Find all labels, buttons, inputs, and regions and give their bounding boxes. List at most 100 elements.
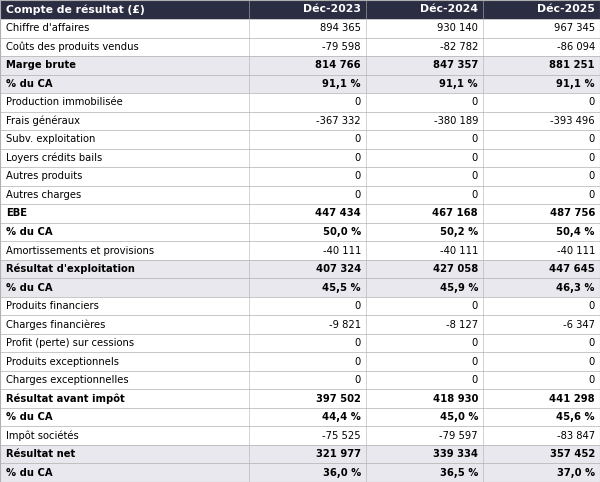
Text: 50,4 %: 50,4 %	[557, 227, 595, 237]
Bar	[249, 334, 366, 352]
Text: -86 094: -86 094	[557, 42, 595, 52]
Bar	[366, 19, 483, 38]
Text: 0: 0	[472, 134, 478, 145]
Text: 441 298: 441 298	[550, 394, 595, 403]
Text: -79 597: -79 597	[439, 431, 478, 441]
Text: 881 251: 881 251	[550, 60, 595, 70]
Text: 0: 0	[355, 134, 361, 145]
Bar	[0, 130, 249, 148]
Bar	[0, 241, 249, 260]
Text: 91,1 %: 91,1 %	[322, 79, 361, 89]
Bar	[249, 408, 366, 427]
Bar	[0, 19, 249, 38]
Bar	[366, 56, 483, 75]
Bar	[366, 315, 483, 334]
Text: -367 332: -367 332	[316, 116, 361, 126]
Bar	[483, 260, 600, 278]
Bar	[249, 352, 366, 371]
Bar	[249, 75, 366, 93]
Text: 0: 0	[589, 190, 595, 200]
Bar	[366, 223, 483, 241]
Text: 37,0 %: 37,0 %	[557, 468, 595, 478]
Text: Profit (perte) sur cessions: Profit (perte) sur cessions	[6, 338, 134, 348]
Bar	[249, 148, 366, 167]
Text: 36,5 %: 36,5 %	[440, 468, 478, 478]
Text: Résultat avant impôt: Résultat avant impôt	[6, 393, 125, 404]
Text: 0: 0	[472, 172, 478, 181]
Text: 50,2 %: 50,2 %	[440, 227, 478, 237]
Text: 0: 0	[589, 338, 595, 348]
Text: Production immobilisée: Production immobilisée	[6, 97, 123, 107]
Text: 0: 0	[472, 338, 478, 348]
Text: 0: 0	[472, 357, 478, 367]
Bar	[0, 223, 249, 241]
Bar	[366, 352, 483, 371]
Text: 0: 0	[355, 375, 361, 385]
Text: 0: 0	[355, 357, 361, 367]
Text: 0: 0	[589, 301, 595, 311]
Bar	[366, 38, 483, 56]
Text: -380 189: -380 189	[433, 116, 478, 126]
Text: Loyers crédits bails: Loyers crédits bails	[6, 153, 102, 163]
Text: 36,0 %: 36,0 %	[323, 468, 361, 478]
Text: Chiffre d'affaires: Chiffre d'affaires	[6, 23, 89, 33]
Bar	[366, 464, 483, 482]
Text: 0: 0	[589, 97, 595, 107]
Bar	[249, 112, 366, 130]
Text: 418 930: 418 930	[433, 394, 478, 403]
Bar	[0, 352, 249, 371]
Text: Produits exceptionnels: Produits exceptionnels	[6, 357, 119, 367]
Bar	[366, 241, 483, 260]
Bar	[249, 278, 366, 297]
Bar	[0, 427, 249, 445]
Text: % du CA: % du CA	[6, 79, 53, 89]
Text: 339 334: 339 334	[433, 449, 478, 459]
Bar	[483, 19, 600, 38]
Text: Déc-2023: Déc-2023	[303, 4, 361, 14]
Bar	[249, 130, 366, 148]
Text: 0: 0	[355, 190, 361, 200]
Bar	[0, 278, 249, 297]
Bar	[249, 371, 366, 389]
Bar	[249, 93, 366, 112]
Bar	[0, 112, 249, 130]
Text: -82 782: -82 782	[440, 42, 478, 52]
Bar	[0, 334, 249, 352]
Bar	[249, 241, 366, 260]
Text: 407 324: 407 324	[316, 264, 361, 274]
Text: Déc-2024: Déc-2024	[420, 4, 478, 14]
Bar	[0, 56, 249, 75]
Text: -79 598: -79 598	[323, 42, 361, 52]
Bar	[249, 427, 366, 445]
Bar	[249, 297, 366, 315]
Bar	[366, 148, 483, 167]
Text: 894 365: 894 365	[320, 23, 361, 33]
Bar	[0, 0, 249, 19]
Bar	[0, 464, 249, 482]
Text: 447 434: 447 434	[315, 208, 361, 218]
Text: 930 140: 930 140	[437, 23, 478, 33]
Text: Produits financiers: Produits financiers	[6, 301, 99, 311]
Text: 0: 0	[472, 301, 478, 311]
Bar	[366, 204, 483, 223]
Bar	[249, 464, 366, 482]
Bar	[249, 389, 366, 408]
Bar	[483, 167, 600, 186]
Bar	[0, 75, 249, 93]
Bar	[0, 38, 249, 56]
Text: 847 357: 847 357	[433, 60, 478, 70]
Bar	[483, 130, 600, 148]
Bar	[0, 445, 249, 464]
Bar	[249, 315, 366, 334]
Text: -75 525: -75 525	[322, 431, 361, 441]
Text: 0: 0	[472, 97, 478, 107]
Text: % du CA: % du CA	[6, 282, 53, 293]
Bar	[483, 389, 600, 408]
Text: -83 847: -83 847	[557, 431, 595, 441]
Bar	[0, 167, 249, 186]
Bar	[249, 0, 366, 19]
Bar	[249, 186, 366, 204]
Text: 0: 0	[589, 357, 595, 367]
Text: -393 496: -393 496	[550, 116, 595, 126]
Text: % du CA: % du CA	[6, 468, 53, 478]
